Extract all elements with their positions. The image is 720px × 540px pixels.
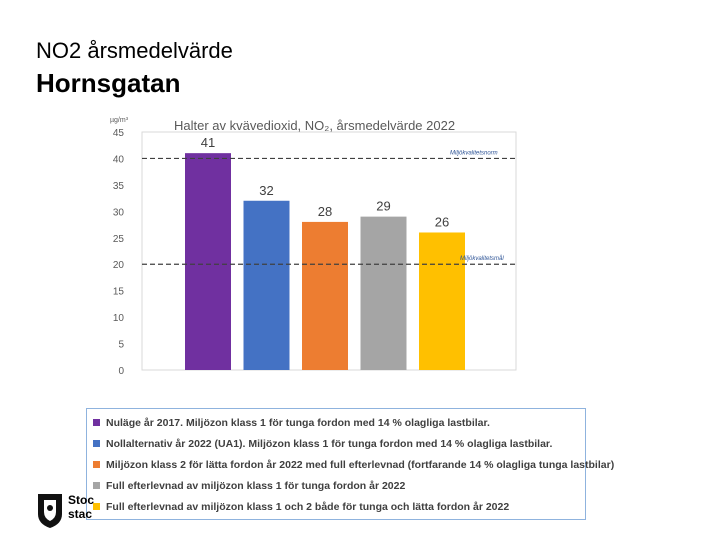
chart-title: Halter av kvävedioxid, NO₂, årsmedelvärd…	[174, 118, 455, 133]
bar-value-label: 32	[259, 183, 273, 198]
legend-item: Full efterlevnad av miljözon klass 1 och…	[93, 496, 579, 517]
legend-swatch	[93, 503, 100, 510]
y-tick-label: 15	[113, 287, 125, 298]
bar-value-label: 28	[318, 204, 332, 219]
y-tick-label: 20	[113, 260, 125, 271]
bar-value-label: 26	[435, 214, 449, 229]
reference-line-label: Miljökvalitetsmål	[460, 255, 504, 262]
legend-label: Nuläge år 2017. Miljözon klass 1 för tun…	[106, 416, 490, 429]
y-tick-label: 30	[113, 207, 125, 218]
legend-item: Miljözon klass 2 för lätta fordon år 202…	[93, 454, 614, 475]
y-tick-label: 45	[113, 128, 125, 139]
legend-label: Full efterlevnad av miljözon klass 1 för…	[106, 479, 406, 492]
slide-title: NO2 årsmedelvärde	[36, 38, 233, 63]
legend-label: Miljözon klass 2 för lätta fordon år 202…	[106, 458, 615, 471]
bar	[185, 153, 231, 370]
y-tick-label: 35	[113, 181, 125, 192]
bar-value-label: 41	[201, 135, 215, 150]
y-tick-label: 0	[118, 366, 124, 377]
legend-label: Full efterlevnad av miljözon klass 1 och…	[106, 500, 510, 513]
slide-heading: Hornsgatan	[36, 68, 181, 98]
bar	[302, 221, 348, 370]
y-tick-label: 25	[113, 234, 125, 245]
y-tick-label: 5	[118, 340, 124, 351]
logo-text: Stoc stac	[68, 493, 94, 521]
legend-label: Nollalternativ år 2022 (UA1). Miljözon k…	[106, 437, 553, 450]
legend-item: Full efterlevnad av miljözon klass 1 för…	[93, 475, 579, 496]
legend-swatch	[93, 440, 100, 447]
logo-line-2: stac	[68, 507, 93, 521]
bar	[419, 232, 465, 370]
city-crest-logo	[38, 494, 62, 528]
logo-line-1: Stoc	[68, 493, 95, 507]
legend-item: Nollalternativ år 2022 (UA1). Miljözon k…	[93, 433, 579, 454]
legend-item: Nuläge år 2017. Miljözon klass 1 för tun…	[93, 412, 579, 433]
y-tick-label: 40	[113, 154, 125, 165]
y-tick-label: 10	[113, 313, 125, 324]
no2-bar-chart: Halter av kvävedioxid, NO₂, årsmedelvärd…	[110, 117, 517, 377]
reference-line-label: Miljökvalitetsnorm	[450, 150, 498, 156]
legend-swatch	[93, 461, 100, 468]
bar	[360, 216, 407, 370]
bar	[243, 200, 290, 370]
chart-legend: Nuläge år 2017. Miljözon klass 1 för tun…	[86, 408, 614, 520]
legend-swatch	[93, 419, 100, 426]
y-axis-unit: µg/m³	[110, 117, 129, 124]
bar-value-label: 29	[376, 199, 390, 214]
legend-swatch	[93, 482, 100, 489]
